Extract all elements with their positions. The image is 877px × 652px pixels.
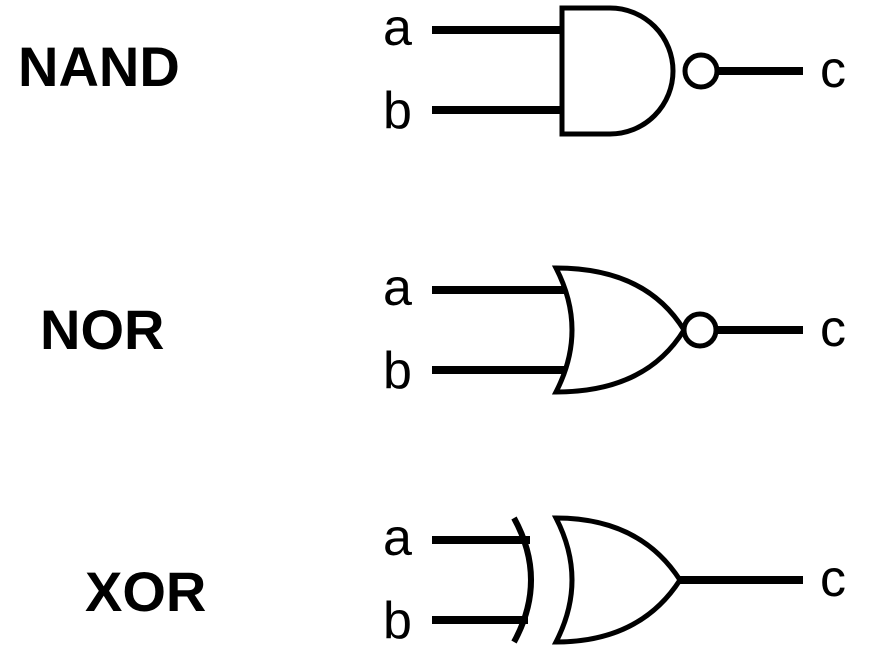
nor-gate: NOR a b c [40,259,846,400]
nand-gate-body [559,5,676,137]
nand-input-a-label: a [383,0,412,57]
xor-extra-input-curve [511,516,534,644]
nor-output-c-label: c [820,300,846,358]
nand-output-c-label: c [820,41,846,99]
xor-output-c-label: c [820,550,846,608]
nand-inversion-bubble [682,52,720,90]
xor-gate: XOR a b c [85,509,846,650]
xor-input-b-label: b [383,592,412,650]
nand-input-b-label: b [383,82,412,140]
xor-input-a-label: a [383,509,412,567]
gate-name-nand: NAND [18,35,180,98]
nor-input-a-label: a [383,259,412,317]
nand-gate: NAND a b c [18,0,846,140]
nor-input-b-label: b [383,342,412,400]
gate-name-nor: NOR [40,298,164,361]
nor-gate-body [551,265,687,395]
xor-gate-body [551,515,683,645]
nor-inversion-bubble [681,311,719,349]
gate-name-xor: XOR [85,560,206,623]
